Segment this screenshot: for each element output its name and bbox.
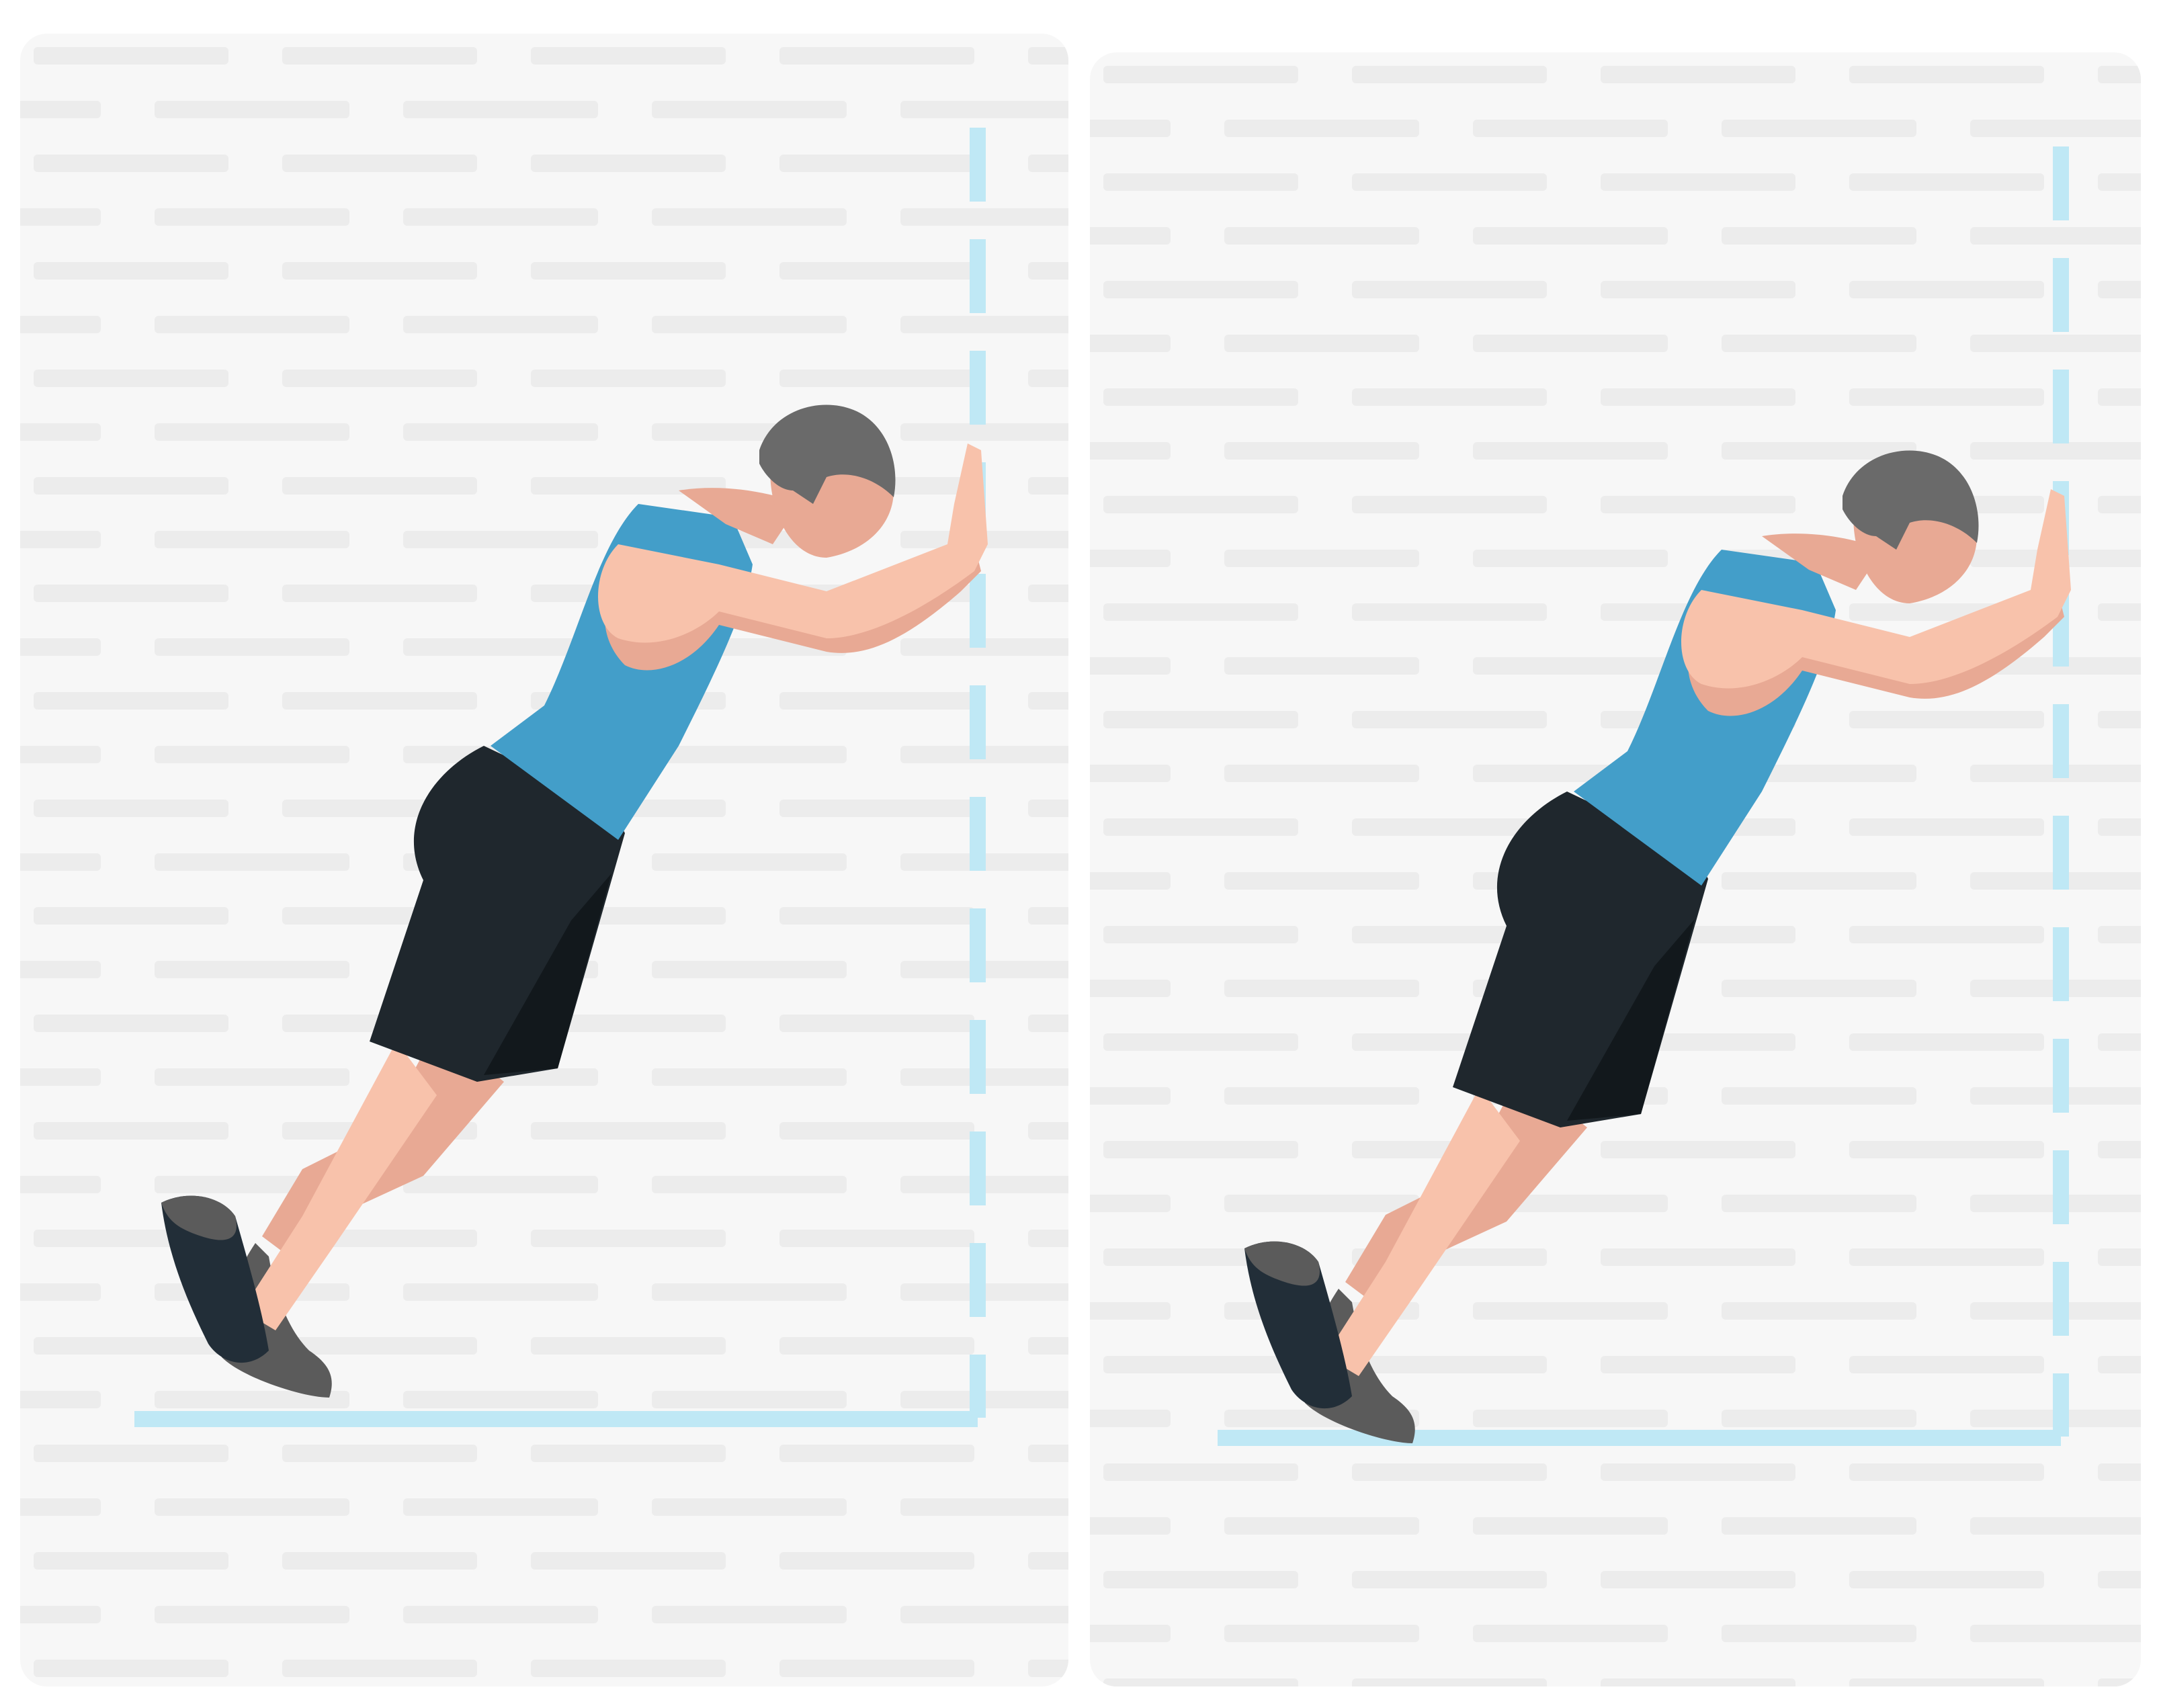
- man-figure: [1244, 450, 2071, 1443]
- man-pushing-wall-figure: [20, 34, 988, 1686]
- right-illustration-panel: [1090, 52, 2141, 1686]
- man-figure: [161, 404, 988, 1398]
- man-pushing-wall-figure: [1090, 52, 2071, 1686]
- left-illustration-panel: [20, 34, 1068, 1686]
